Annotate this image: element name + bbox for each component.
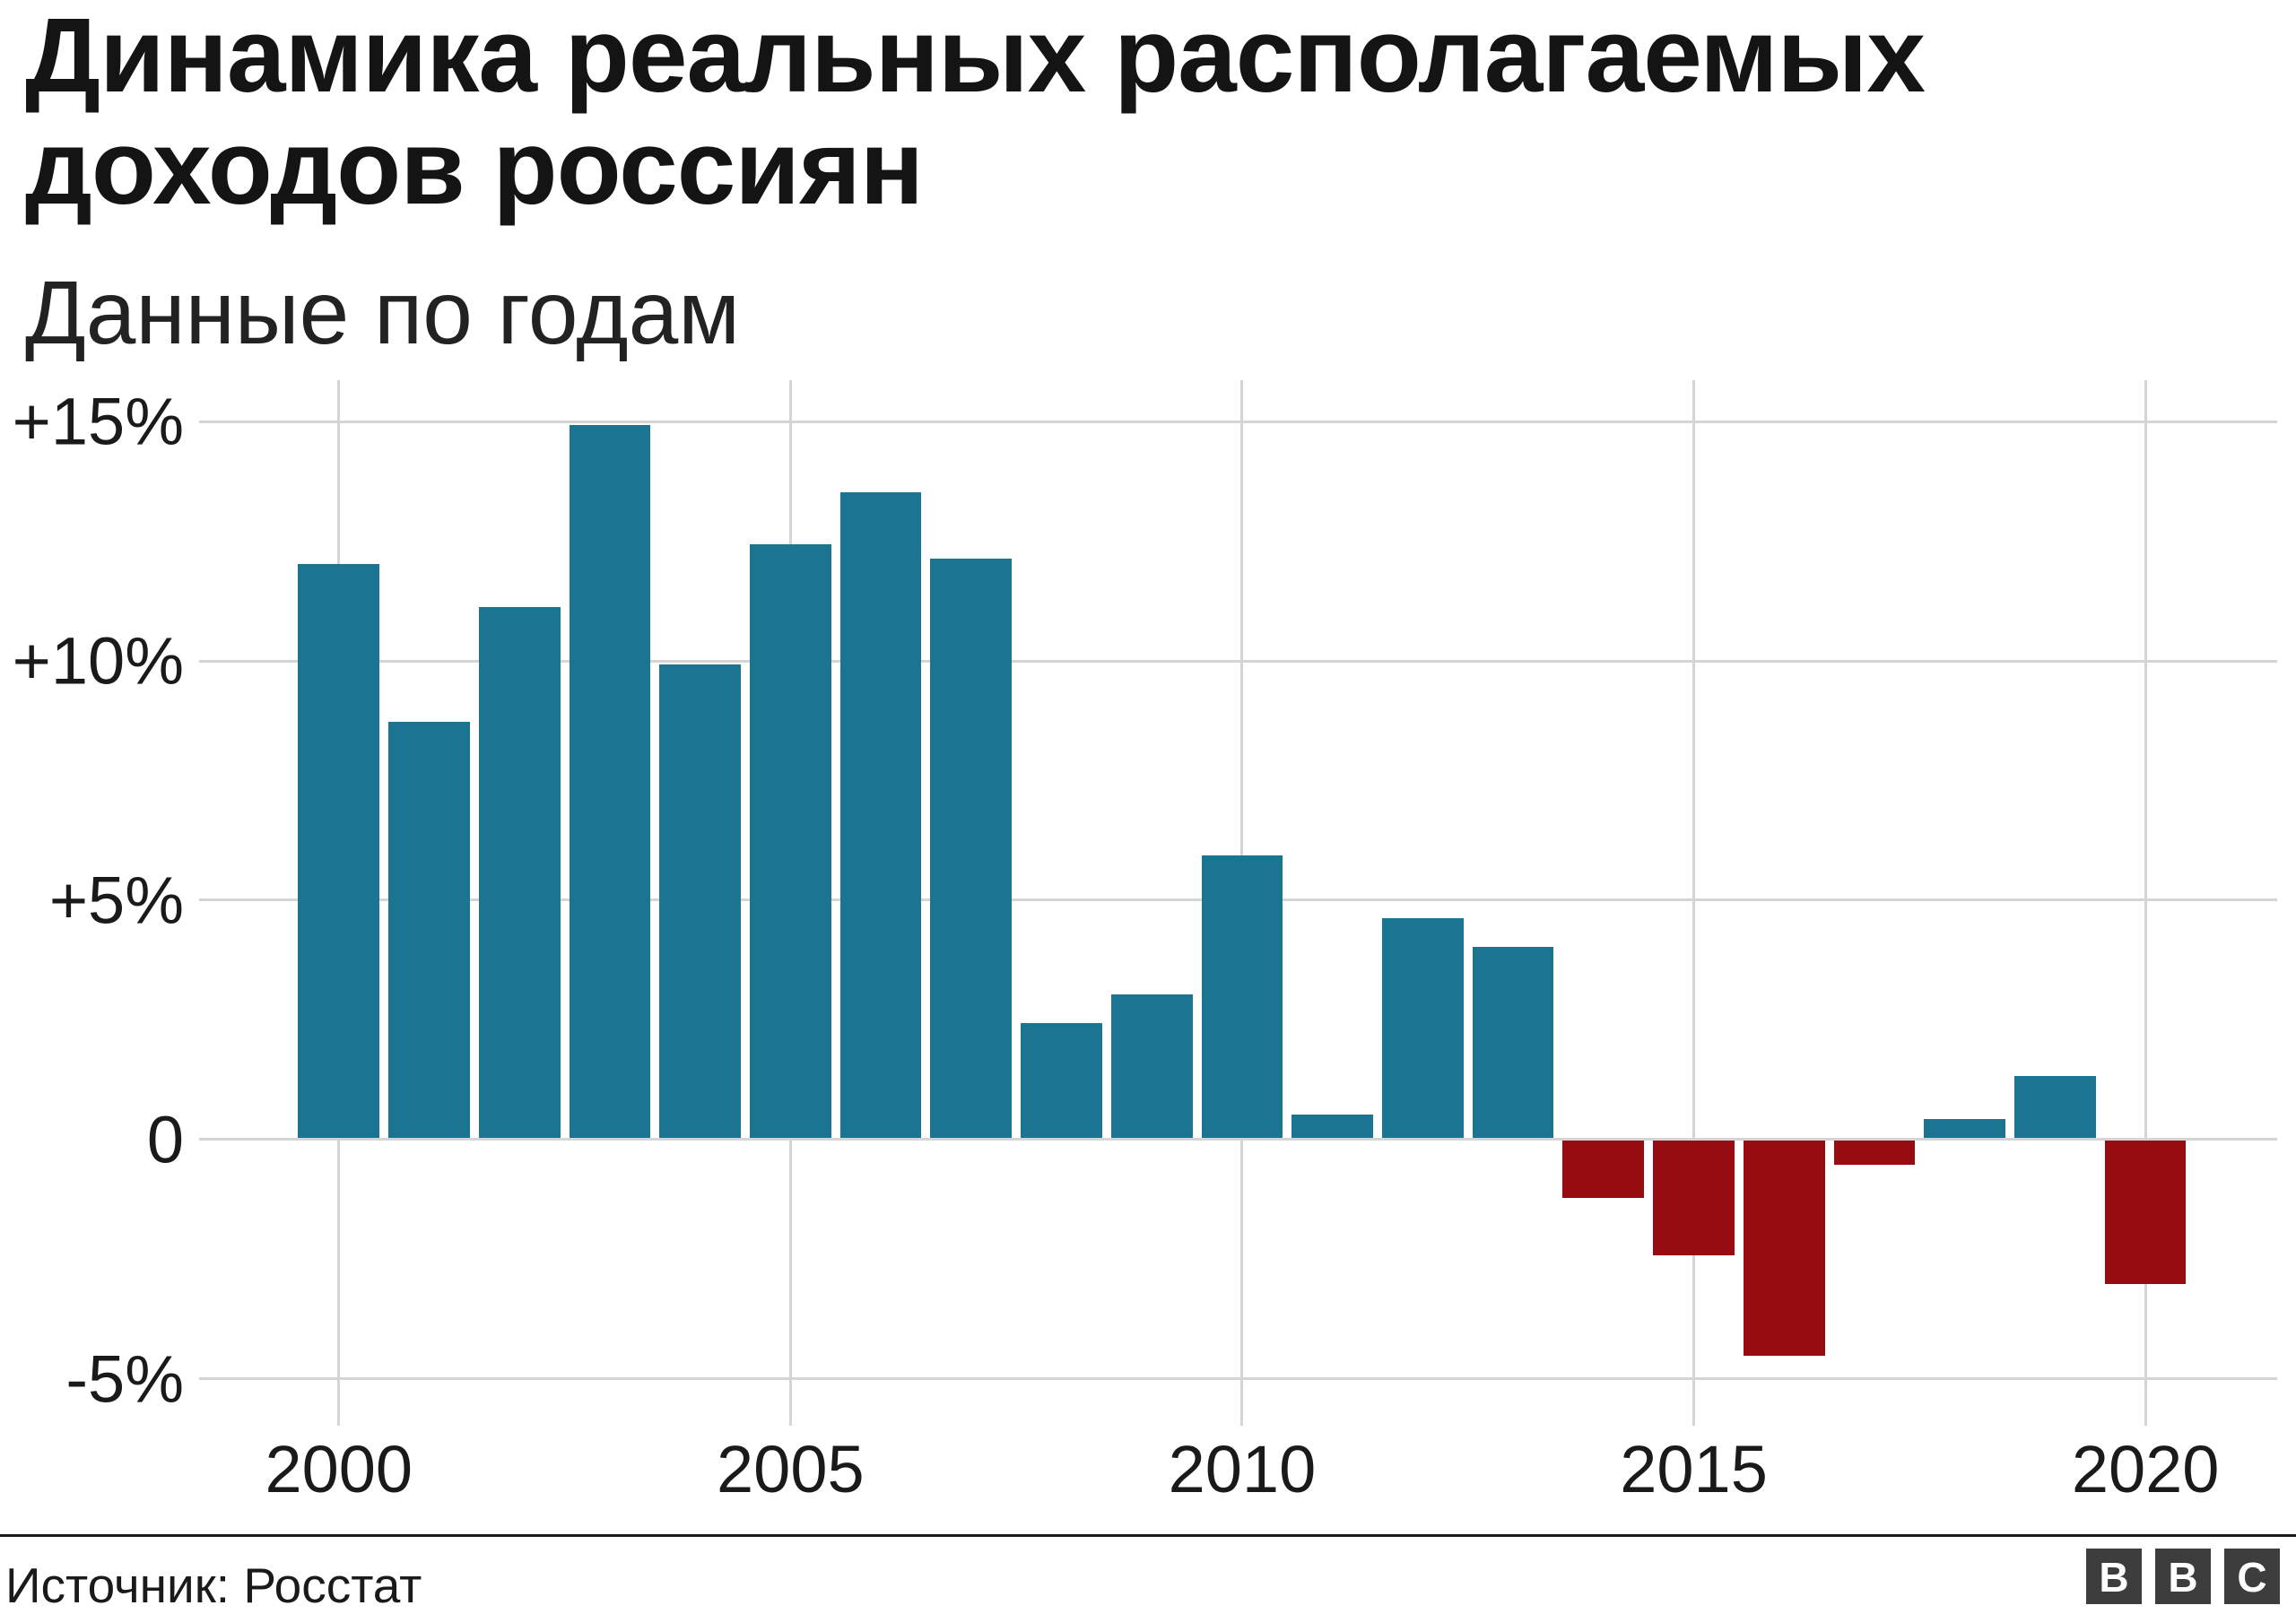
bbc-logo-block-3: C xyxy=(2224,1549,2280,1604)
bar-2009 xyxy=(1110,994,1193,1139)
bbc-logo-letter-3: C xyxy=(2237,1554,2267,1601)
source-caption: Источник: Росстат xyxy=(5,1558,422,1613)
bar-2004 xyxy=(659,664,741,1139)
bar-2017 xyxy=(1833,1141,1916,1165)
y-axis-label--5: -5% xyxy=(65,1341,184,1417)
x-axis-label-2005: 2005 xyxy=(717,1432,865,1506)
horizontal-gridline-0 xyxy=(199,1138,2277,1141)
footer-divider xyxy=(0,1534,2296,1537)
bar-2016 xyxy=(1743,1141,1825,1357)
chart-subtitle: Данные по годам xyxy=(25,263,741,363)
bar-2019 xyxy=(2014,1075,2096,1139)
y-axis-label-0: 0 xyxy=(146,1102,184,1177)
x-axis-label-2020: 2020 xyxy=(2071,1432,2220,1506)
bar-2000 xyxy=(298,563,380,1139)
bar-2014 xyxy=(1562,1141,1645,1199)
bar-2007 xyxy=(930,559,1013,1139)
bar-2001 xyxy=(388,721,470,1139)
vertical-gridline-2020 xyxy=(2144,380,2147,1426)
horizontal-gridline-15 xyxy=(199,420,2277,423)
horizontal-gridline--5 xyxy=(199,1377,2277,1381)
bbc-logo-letter-2: B xyxy=(2168,1554,2198,1601)
y-axis-label-5: +5% xyxy=(48,863,184,938)
y-axis-label-10: +10% xyxy=(12,623,184,699)
chart-title-line1: Динамика реальных располагаемых xyxy=(25,0,1926,115)
x-axis-label-2010: 2010 xyxy=(1168,1432,1317,1506)
bar-2012 xyxy=(1382,917,1464,1139)
bar-2020 xyxy=(2104,1141,2187,1285)
y-axis-label-15: +15% xyxy=(12,384,184,459)
horizontal-gridline-10 xyxy=(199,659,2277,663)
chart-title-line2: доходов россиян xyxy=(25,108,924,227)
chart-title: Динамика реальных располагаемых доходов р… xyxy=(25,0,1926,227)
bar-2015 xyxy=(1653,1141,1735,1256)
bbc-logo-block-2: B xyxy=(2155,1549,2211,1604)
x-axis-label-2000: 2000 xyxy=(265,1432,413,1506)
bar-2003 xyxy=(569,424,651,1139)
bar-2018 xyxy=(1924,1118,2006,1139)
bar-2008 xyxy=(1021,1023,1102,1139)
vertical-gridline-2015 xyxy=(1692,380,1696,1426)
bar-2002 xyxy=(478,606,561,1139)
x-axis-label-2015: 2015 xyxy=(1620,1432,1768,1506)
bar-2010 xyxy=(1201,855,1283,1139)
bar-2013 xyxy=(1472,946,1554,1139)
bbc-logo-block-1: B xyxy=(2086,1549,2142,1604)
bar-2011 xyxy=(1292,1114,1373,1139)
bbc-logo: B B C xyxy=(2086,1549,2280,1604)
bar-2006 xyxy=(839,491,922,1139)
bbc-logo-letter-1: B xyxy=(2099,1554,2129,1601)
bar-2005 xyxy=(750,544,831,1139)
